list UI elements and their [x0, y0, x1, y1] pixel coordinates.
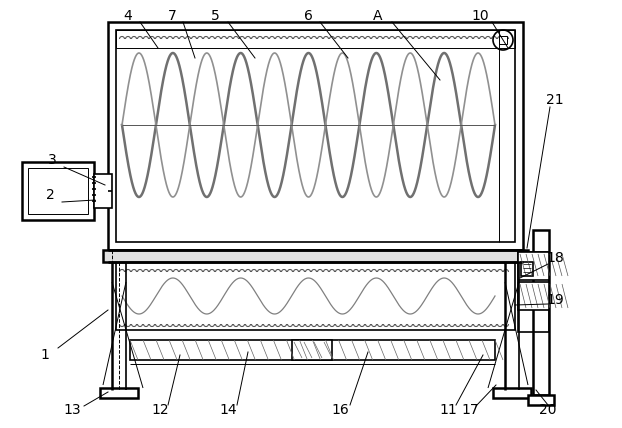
- Bar: [518, 282, 549, 310]
- Text: 14: 14: [219, 403, 237, 417]
- Text: 12: 12: [151, 403, 169, 417]
- Bar: [116, 30, 515, 242]
- Bar: [116, 30, 515, 48]
- Text: 5: 5: [211, 9, 220, 23]
- Bar: [28, 168, 88, 214]
- Text: A: A: [373, 9, 383, 23]
- Text: 13: 13: [63, 403, 81, 417]
- Text: 7: 7: [167, 9, 177, 23]
- Bar: [22, 162, 94, 220]
- Bar: [108, 22, 523, 250]
- Bar: [528, 395, 554, 405]
- Text: 19: 19: [546, 293, 564, 307]
- Bar: [533, 230, 549, 395]
- Bar: [518, 252, 549, 280]
- Text: 20: 20: [539, 403, 557, 417]
- Bar: [130, 340, 495, 360]
- Text: 17: 17: [461, 403, 479, 417]
- Bar: [499, 36, 507, 44]
- Bar: [103, 250, 528, 262]
- Text: 11: 11: [439, 403, 457, 417]
- Text: 16: 16: [331, 403, 349, 417]
- Bar: [116, 262, 515, 330]
- Text: 3: 3: [48, 153, 57, 167]
- Text: 10: 10: [471, 9, 489, 23]
- Text: 18: 18: [546, 251, 564, 265]
- Bar: [493, 388, 531, 398]
- Bar: [521, 262, 533, 276]
- Text: 1: 1: [40, 348, 49, 362]
- Bar: [94, 174, 112, 208]
- Bar: [292, 340, 332, 360]
- Text: 21: 21: [546, 93, 564, 107]
- Text: 6: 6: [304, 9, 312, 23]
- Text: 2: 2: [45, 188, 54, 202]
- Bar: [100, 388, 138, 398]
- Bar: [518, 252, 549, 332]
- Text: 4: 4: [124, 9, 132, 23]
